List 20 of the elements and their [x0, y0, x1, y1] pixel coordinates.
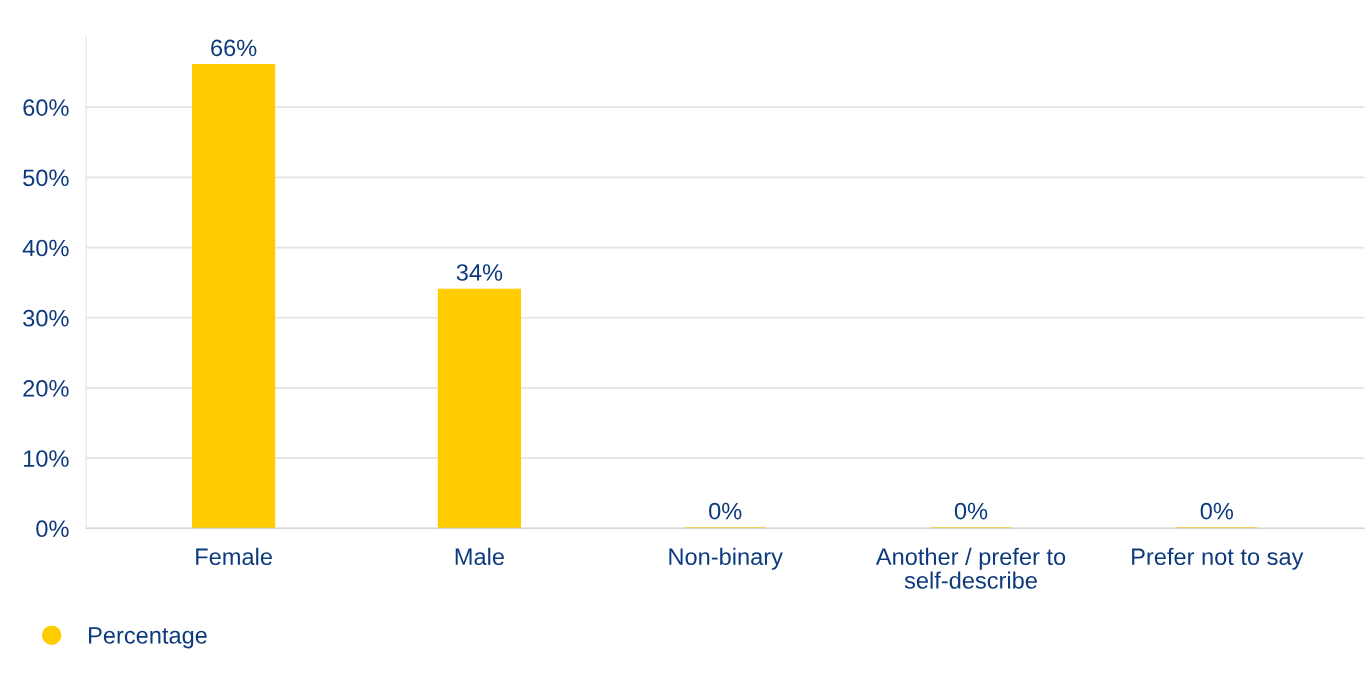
bar	[437, 288, 521, 529]
x-tick-label: Another / prefer to self-describe	[875, 547, 1066, 589]
x-tick-label: Male	[455, 547, 504, 566]
x-tick-label: Non-binary	[669, 547, 783, 570]
y-tick-label: 60%	[23, 99, 69, 116]
y-tick-label: 40%	[22, 239, 69, 257]
data-label: 66%	[211, 39, 257, 57]
legend-label: Percentage	[89, 627, 207, 649]
data-label: 34%	[456, 264, 503, 281]
y-tick-label: 30%	[23, 309, 69, 327]
data-label: 0%	[1200, 502, 1234, 520]
x-tick-label: Female	[196, 547, 272, 566]
y-tick-label: 50%	[23, 169, 69, 187]
x-tick-label: Prefer not to say	[1132, 547, 1304, 570]
y-tick-label: 20%	[23, 380, 69, 397]
data-label: 0%	[709, 502, 742, 520]
bar	[192, 64, 276, 529]
data-label: 0%	[954, 502, 988, 520]
y-tick-label: 10%	[24, 450, 69, 467]
y-tick-label: 0%	[36, 520, 69, 538]
